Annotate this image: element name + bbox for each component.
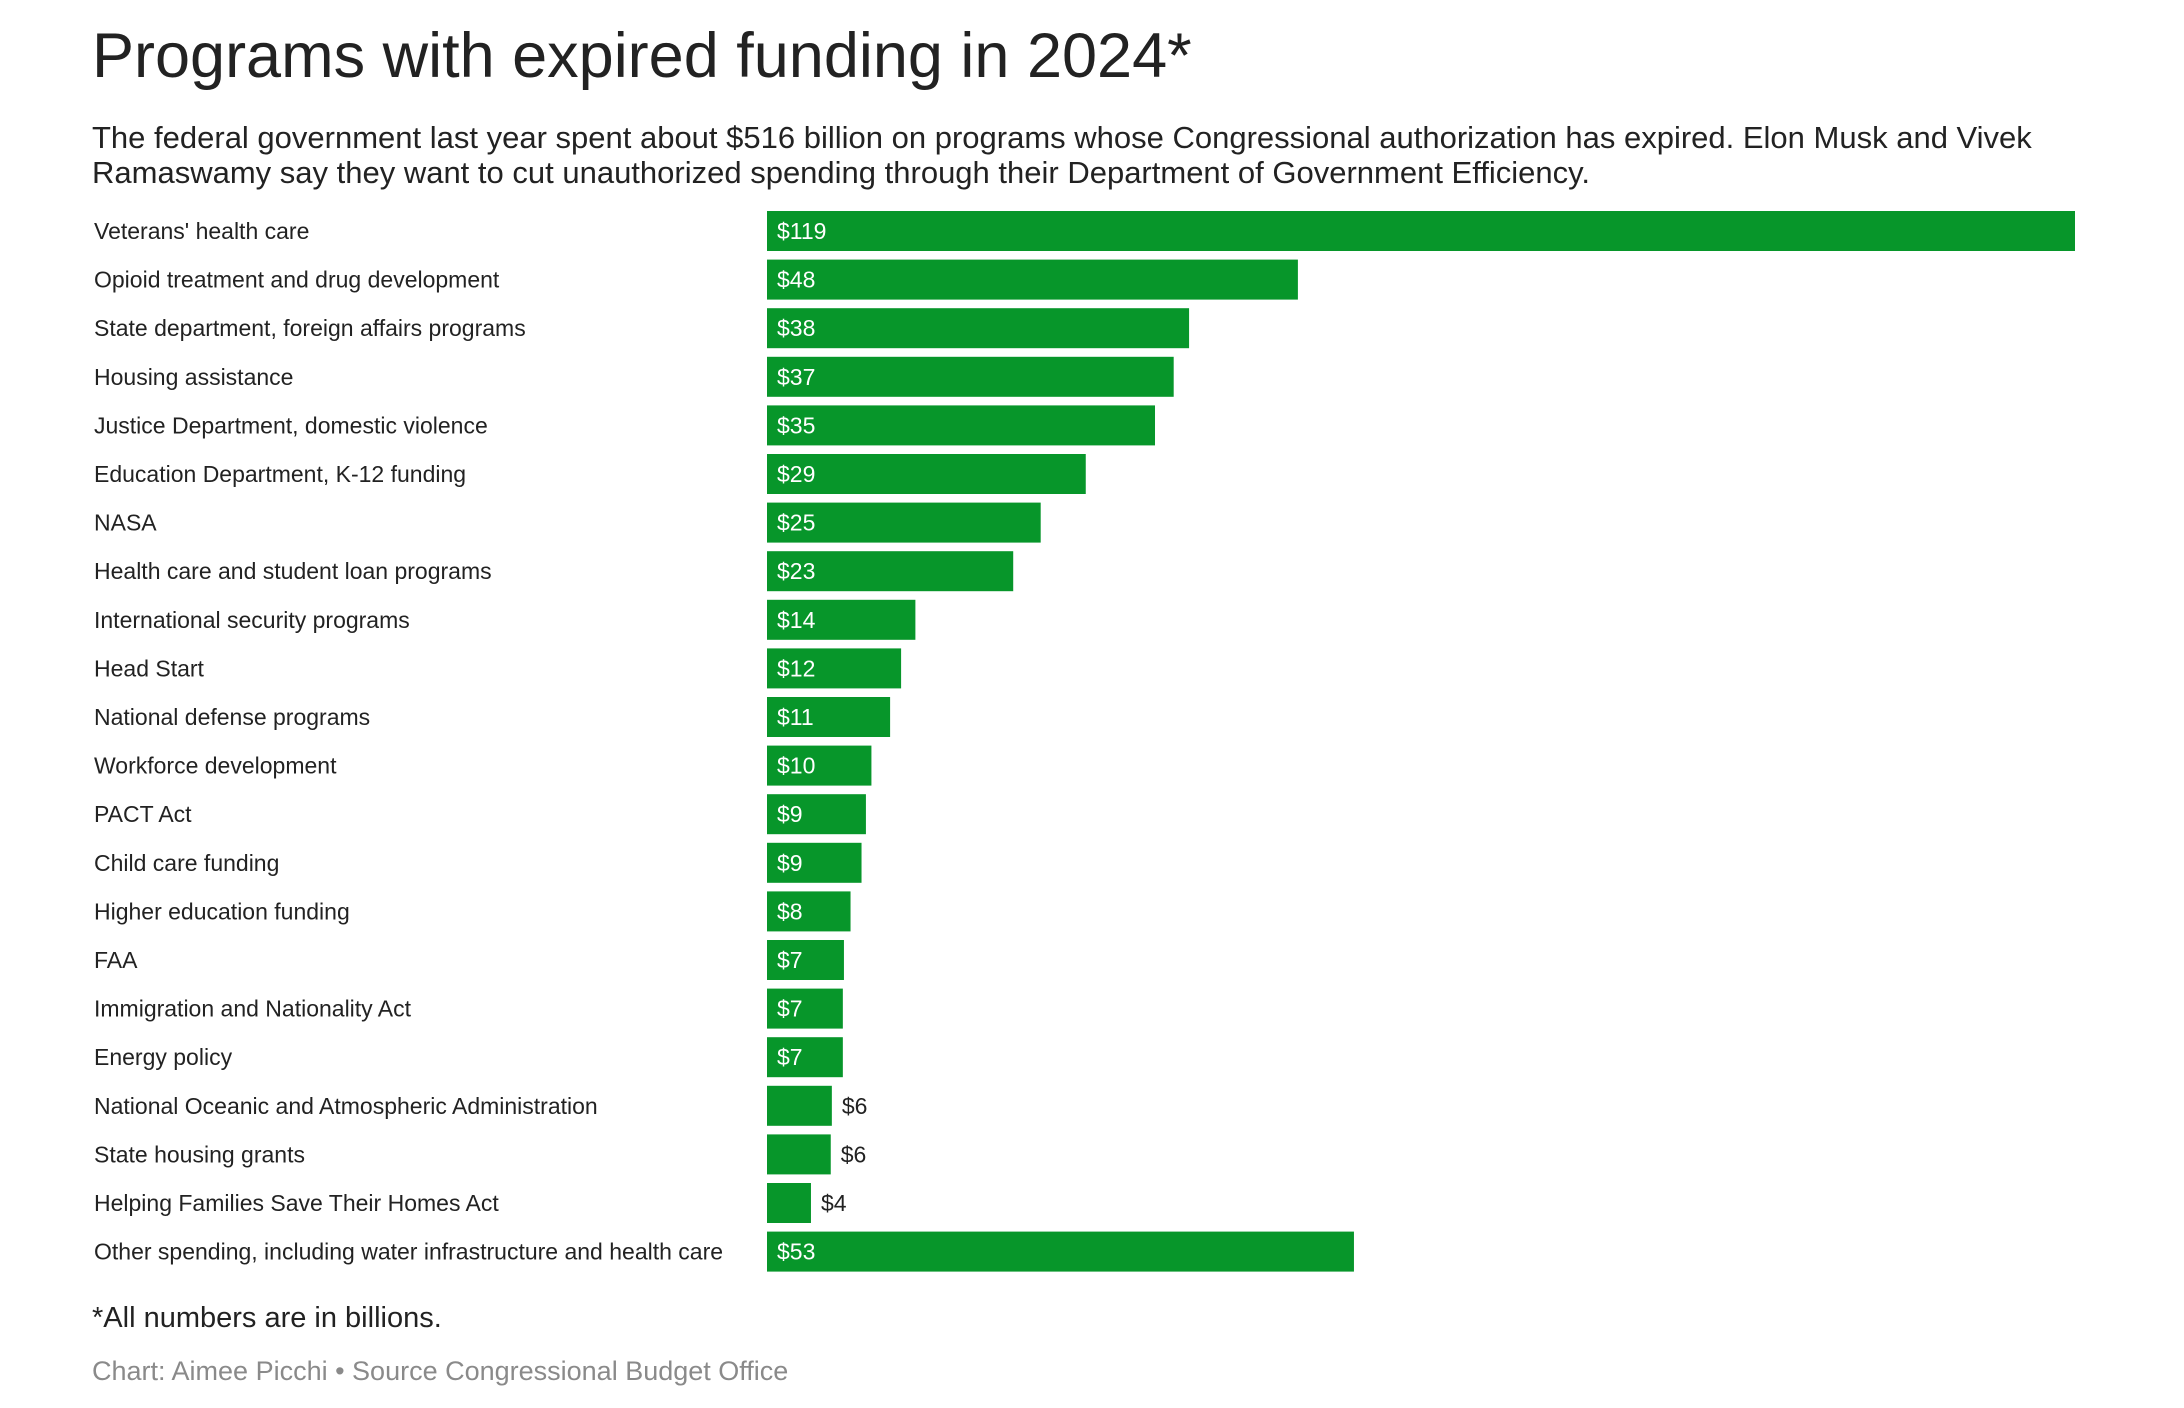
bar-value-label: $25 — [777, 510, 815, 536]
bar — [767, 988, 843, 1029]
bar-value-label: $7 — [777, 1044, 803, 1070]
bar-value-label: $35 — [777, 412, 815, 438]
bar-value-label: $8 — [777, 898, 803, 924]
bar-value-label: $4 — [821, 1190, 847, 1216]
bar-value-label: $11 — [777, 704, 814, 730]
bar — [767, 1134, 831, 1175]
bar-value-label: $7 — [777, 947, 803, 973]
bar-value-label: $6 — [842, 1093, 868, 1119]
bar-value-label: $23 — [777, 558, 815, 584]
category-label: Energy policy — [94, 1044, 233, 1070]
category-label: Education Department, K-12 funding — [94, 461, 466, 487]
bar — [767, 259, 1298, 300]
bar — [767, 1231, 1354, 1272]
bar — [767, 648, 902, 689]
category-label: Child care funding — [94, 850, 279, 876]
category-label: State department, foreign affairs progra… — [94, 315, 526, 341]
bar-value-label: $48 — [777, 267, 815, 293]
bar-value-label: $6 — [841, 1141, 867, 1167]
category-label: Higher education funding — [94, 898, 350, 924]
category-label: State housing grants — [94, 1141, 305, 1167]
source-credit: Chart: Aimee Picchi • Source Congression… — [92, 1356, 789, 1386]
category-label: NASA — [94, 510, 157, 536]
bar-value-label: $9 — [777, 850, 803, 876]
bar — [767, 891, 851, 932]
bar — [767, 356, 1174, 397]
bar — [767, 1183, 811, 1223]
bar-value-label: $10 — [777, 753, 815, 779]
bar-value-label: $9 — [777, 801, 803, 827]
category-label: Veterans' health care — [94, 218, 309, 244]
bar-value-label: $14 — [777, 607, 816, 633]
category-label: National defense programs — [94, 704, 370, 730]
chart-subtitle: The federal government last year spent a… — [92, 120, 2032, 190]
bar — [767, 454, 1086, 494]
bar — [767, 745, 872, 786]
category-label: PACT Act — [94, 801, 192, 827]
bar-value-label: $119 — [777, 218, 826, 244]
bar-value-label: $12 — [777, 655, 815, 681]
bar — [767, 940, 844, 980]
category-label: FAA — [94, 947, 138, 973]
bar — [767, 405, 1156, 446]
category-label: Helping Families Save Their Homes Act — [94, 1190, 499, 1216]
bar-value-label: $53 — [777, 1239, 815, 1265]
category-label: Justice Department, domestic violence — [94, 412, 488, 438]
category-label: International security programs — [94, 607, 410, 633]
category-label: Other spending, including water infrastr… — [94, 1239, 723, 1265]
category-label: Immigration and Nationality Act — [94, 996, 412, 1022]
footnote: *All numbers are in billions. — [92, 1302, 442, 1334]
category-label: Housing assistance — [94, 364, 293, 390]
bar — [767, 502, 1041, 543]
category-label: Head Start — [94, 655, 205, 681]
chart-title: Programs with expired funding in 2024* — [92, 21, 1192, 91]
bar-value-label: $29 — [777, 461, 815, 487]
bar-value-label: $38 — [777, 315, 815, 341]
category-label: Health care and student loan programs — [94, 558, 492, 584]
bar — [767, 1085, 832, 1126]
category-label: National Oceanic and Atmospheric Adminis… — [94, 1093, 598, 1119]
bar — [767, 211, 2075, 251]
bar — [767, 842, 862, 883]
bar — [767, 697, 891, 737]
bar — [767, 551, 1014, 592]
bar — [767, 308, 1190, 349]
bar-value-label: $37 — [777, 364, 815, 390]
category-label: Opioid treatment and drug development — [94, 267, 500, 293]
category-label: Workforce development — [94, 753, 337, 779]
bar — [767, 599, 916, 640]
bar — [767, 1037, 843, 1078]
bar-value-label: $7 — [777, 996, 803, 1022]
bar — [767, 794, 866, 835]
